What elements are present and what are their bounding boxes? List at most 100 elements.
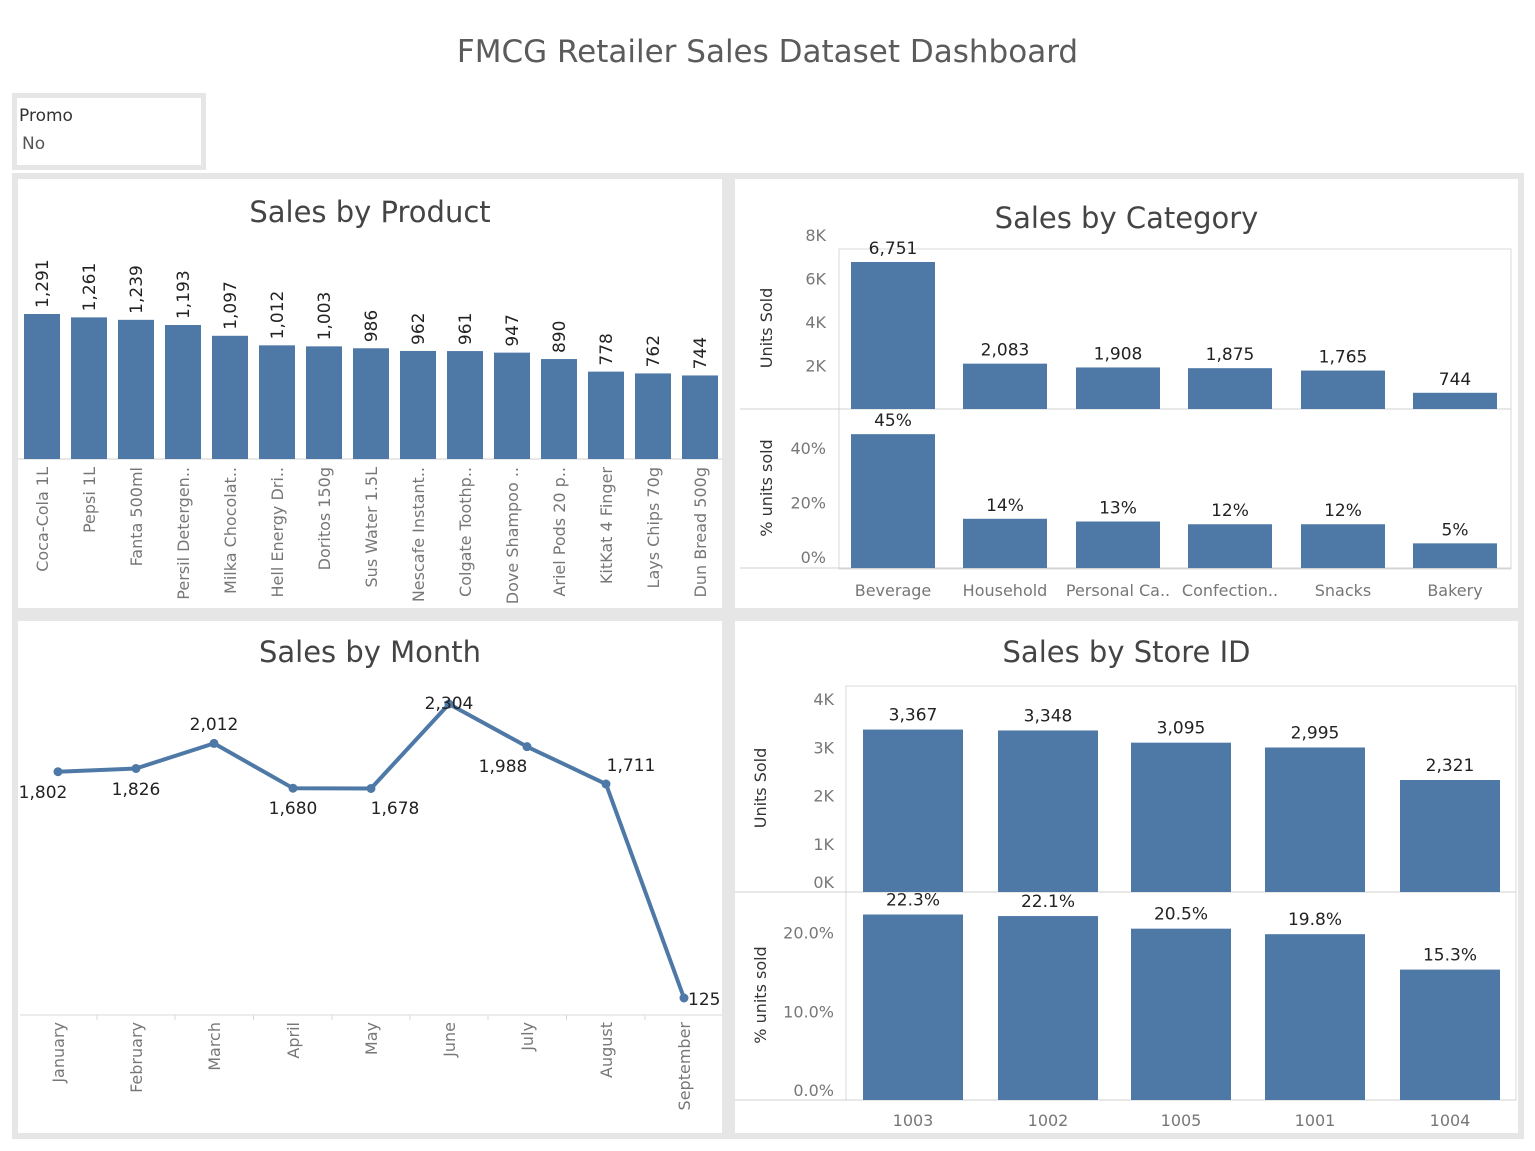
value-label-9: 961 [456, 313, 476, 345]
promo-filter-label: Promo [19, 106, 73, 126]
promo-filter[interactable]: Promo No [12, 93, 206, 170]
units-tick-0: 0K [813, 873, 834, 892]
units-bar-4 [1400, 780, 1500, 892]
pct-value-3: 19.8% [1288, 910, 1342, 930]
point-6 [522, 742, 532, 752]
pct-value-1: 22.1% [1021, 892, 1075, 912]
value-label-3: 1,680 [269, 799, 318, 819]
pct-tick-0: 0.0% [793, 1081, 834, 1100]
point-1 [131, 763, 141, 773]
point-3 [288, 783, 298, 793]
bar-9 [447, 351, 483, 459]
pct-value-2: 20.5% [1154, 905, 1208, 925]
pct-bar-1 [998, 916, 1098, 1100]
value-label-4: 1,678 [371, 799, 420, 819]
value-label-1: 1,826 [112, 780, 161, 800]
bar-8 [400, 350, 436, 459]
category-label-3: Persil Detergen.. [174, 467, 193, 600]
pct-value-5: 5% [1442, 520, 1469, 540]
value-label-3: 1,193 [174, 270, 194, 319]
bar-14 [682, 375, 718, 459]
value-label-7: 1,711 [607, 756, 656, 776]
units-value-0: 3,367 [889, 706, 938, 726]
product-bar-chart: 1,291 Coca-Cola 1L 1,261 Pepsi 1L 1,239 Fanta… [18, 259, 722, 604]
bar-7 [353, 348, 389, 459]
pct-tick-1: 20% [790, 493, 826, 512]
category-label-2: Personal Ca.. [1066, 581, 1170, 600]
pct-bar-4 [1301, 524, 1385, 568]
pct-value-0: 22.3% [886, 890, 940, 910]
category-label-4: Snacks [1315, 581, 1372, 600]
units-tick-2: 2K [813, 787, 834, 806]
pct-value-3: 12% [1211, 501, 1249, 521]
store-label-0: 1003 [893, 1111, 934, 1130]
dashboard-title: FMCG Retailer Sales Dataset Dashboard [456, 34, 1079, 70]
units-bar-1 [998, 730, 1098, 892]
category-label-0: Beverage [855, 581, 932, 600]
units-axis-title: Units Sold [757, 288, 776, 369]
units-tick-4: 4K [813, 690, 834, 709]
bar-2 [118, 319, 154, 459]
value-label-10: 947 [503, 314, 523, 346]
pct-value-1: 14% [986, 496, 1024, 516]
month-panel: Sales by Month 1,802 1,826 2,012 1,680 1,678… [18, 621, 722, 1133]
pct-bar-4 [1400, 969, 1500, 1100]
category-label-1: Household [963, 581, 1048, 600]
pct-axis-title: % units sold [757, 439, 776, 536]
bar-4 [212, 335, 248, 459]
units-bar-2 [1076, 367, 1160, 409]
units-value-1: 2,083 [981, 341, 1030, 361]
pct-tick-0: 0% [801, 548, 826, 567]
value-label-0: 1,291 [33, 259, 53, 308]
units-tick-0: 2K [805, 356, 826, 375]
units-bar-5 [1413, 392, 1497, 409]
value-label-6: 1,003 [315, 292, 335, 341]
store-label-4: 1004 [1430, 1111, 1471, 1130]
units-tick-1: 4K [805, 313, 826, 332]
month-label-8: September [675, 1022, 694, 1111]
units-bar-0 [851, 262, 935, 409]
category-label-13: Lays Chips 70g [644, 467, 663, 588]
category-label-9: Colgate Toothp.. [456, 467, 475, 597]
units-bar-0 [863, 729, 963, 892]
pct-bar-0 [863, 914, 963, 1100]
month-label-7: August [597, 1022, 616, 1078]
bar-12 [588, 371, 624, 459]
value-label-1: 1,261 [80, 263, 100, 312]
month-label-3: April [284, 1022, 303, 1059]
category-label-12: KitKat 4 Finger [597, 467, 616, 584]
value-label-5: 2,304 [425, 694, 474, 714]
pct-value-2: 13% [1099, 499, 1137, 519]
units-tick-1: 1K [813, 835, 834, 854]
value-label-4: 1,097 [221, 281, 241, 330]
product-panel: Sales by Product 1,291 Coca-Cola 1L 1,261 P… [18, 179, 722, 608]
month-label-2: March [205, 1022, 224, 1071]
value-label-11: 890 [550, 321, 570, 353]
units-bar-1 [963, 363, 1047, 409]
value-label-14: 744 [691, 337, 711, 369]
promo-filter-value[interactable]: No [22, 134, 46, 154]
pct-bar-1 [963, 518, 1047, 568]
value-label-2: 1,239 [127, 265, 147, 314]
category-label-2: Fanta 500ml [127, 467, 146, 566]
value-label-8: 125 [688, 990, 720, 1010]
store-label-1: 1002 [1028, 1111, 1069, 1130]
pct-bar-5 [1413, 543, 1497, 568]
category-label-7: Sus Water 1.5L [362, 467, 381, 588]
category-label-1: Pepsi 1L [80, 467, 99, 533]
pct-value-4: 12% [1324, 501, 1362, 521]
units-value-2: 3,095 [1157, 719, 1206, 739]
units-tick-3: 3K [813, 738, 834, 757]
point-5 [444, 699, 454, 709]
pct-value-4: 15.3% [1423, 946, 1477, 966]
store-label-2: 1005 [1161, 1111, 1202, 1130]
pct-bar-2 [1076, 521, 1160, 568]
month-chart-title: Sales by Month [258, 635, 482, 669]
value-label-7: 986 [362, 310, 382, 342]
bar-5 [259, 345, 295, 459]
point-8 [679, 993, 689, 1003]
bar-10 [494, 352, 530, 459]
units-bar-4 [1301, 370, 1385, 409]
point-2 [209, 738, 219, 748]
units-value-4: 2,321 [1426, 756, 1475, 776]
